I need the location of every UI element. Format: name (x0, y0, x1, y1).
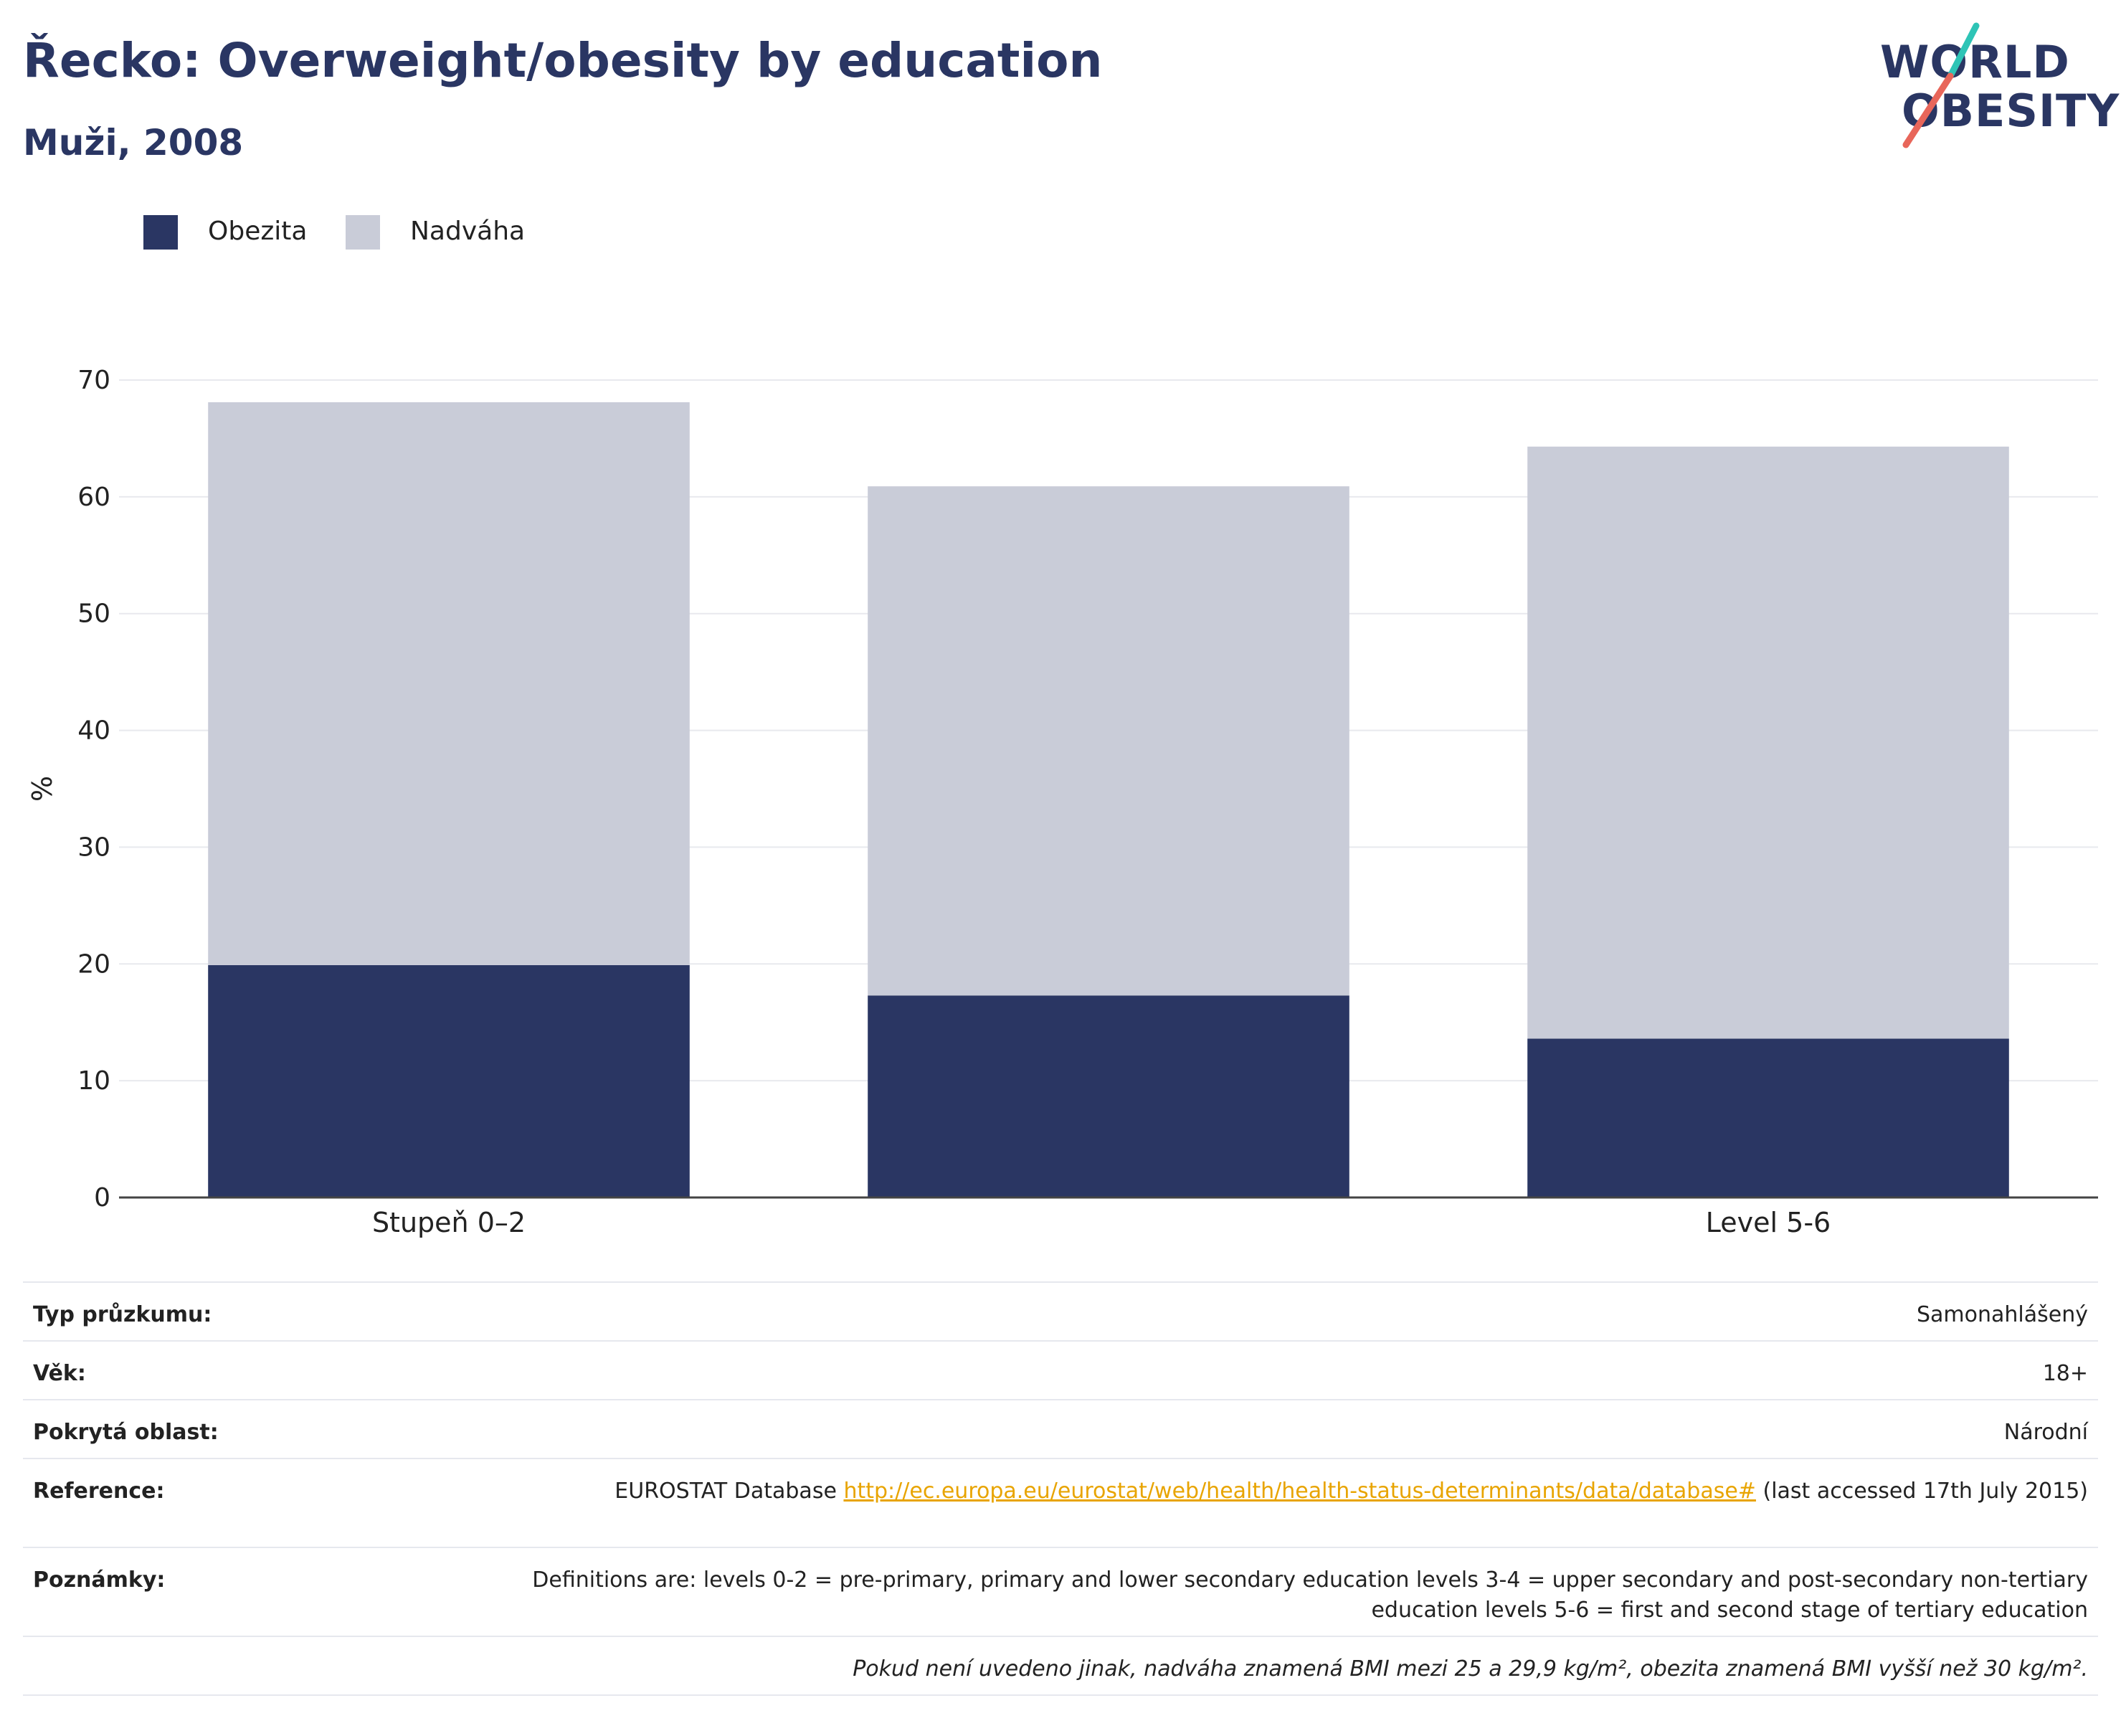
stacked-bar-chart: 0 10 20 30 40 50 60 70% Stupeň 0–2 Level 5-6 (27, 366, 2098, 1238)
meta-row-notes: Poznámky: Definitions are: levels 0-2 = … (23, 1547, 2098, 1636)
legend-swatch-overweight (346, 215, 380, 250)
chart-title: Řecko: Overweight/obesity by education (23, 33, 1103, 88)
x-tick-label: Stupeň 0–2 (372, 1207, 526, 1238)
y-axis-label: % (27, 776, 58, 802)
meta-value-age: 18+ (488, 1340, 2098, 1400)
legend-swatch-obesity (143, 215, 178, 250)
y-tick-label: 40 (77, 716, 110, 746)
chart-subtitle: Muži, 2008 (23, 122, 244, 163)
logo-word-world: WORLD (1880, 36, 2070, 88)
meta-value-survey: Samonahlášený (488, 1281, 2098, 1341)
bar-overweight (868, 486, 1349, 996)
meta-row-reference: Reference: EUROSTAT Database http://ec.e… (23, 1458, 2098, 1547)
meta-row-age: Věk: 18+ (23, 1340, 2098, 1400)
y-tick-label: 10 (77, 1066, 110, 1096)
logo-slash-icon (1902, 22, 1980, 148)
bar-obesity (1527, 1038, 2009, 1197)
world-obesity-logo: WORLD OBESITY (1871, 22, 2119, 151)
bar-overweight (1527, 446, 2009, 1039)
meta-row-footnote: Pokud není uvedeno jinak, nadváha znamen… (23, 1636, 2098, 1696)
meta-value-notes: Definitions are: levels 0-2 = pre-primar… (488, 1547, 2098, 1636)
meta-label-survey: Typ průzkumu: (23, 1281, 488, 1341)
meta-value-area: Národní (488, 1399, 2098, 1458)
bar-obesity (208, 964, 690, 1197)
bar-overweight (208, 402, 690, 965)
bar-obesity (868, 995, 1349, 1197)
x-tick-label: Level 5-6 (1706, 1207, 1831, 1238)
metadata-table: Typ průzkumu: Samonahlášený Věk: 18+ Pok… (23, 1281, 2098, 1696)
footnote: Pokud není uvedeno jinak, nadváha znamen… (23, 1636, 2098, 1696)
reference-link[interactable]: http://ec.europa.eu/eurostat/web/health/… (843, 1479, 1756, 1504)
meta-label-area: Pokrytá oblast: (23, 1399, 488, 1458)
legend-label-obesity: Obezita (208, 217, 308, 246)
meta-row-survey: Typ průzkumu: Samonahlášený (23, 1281, 2098, 1341)
y-tick-label: 20 (77, 949, 110, 979)
y-tick-label: 60 (77, 483, 110, 512)
meta-label-reference: Reference: (23, 1458, 488, 1547)
y-tick-label: 0 (94, 1183, 110, 1213)
y-tick-label: 50 (77, 599, 110, 629)
meta-row-area: Pokrytá oblast: Národní (23, 1399, 2098, 1458)
reference-suffix: (last accessed 17th July 2015) (1755, 1479, 2088, 1504)
legend-label-overweight: Nadváha (410, 217, 526, 246)
meta-label-age: Věk: (23, 1340, 488, 1400)
y-tick-label: 30 (77, 833, 110, 862)
y-tick-label: 70 (77, 366, 110, 395)
meta-label-notes: Poznámky: (23, 1547, 488, 1636)
reference-prefix: EUROSTAT Database (615, 1479, 844, 1504)
meta-value-reference: EUROSTAT Database http://ec.europa.eu/eu… (488, 1458, 2098, 1547)
